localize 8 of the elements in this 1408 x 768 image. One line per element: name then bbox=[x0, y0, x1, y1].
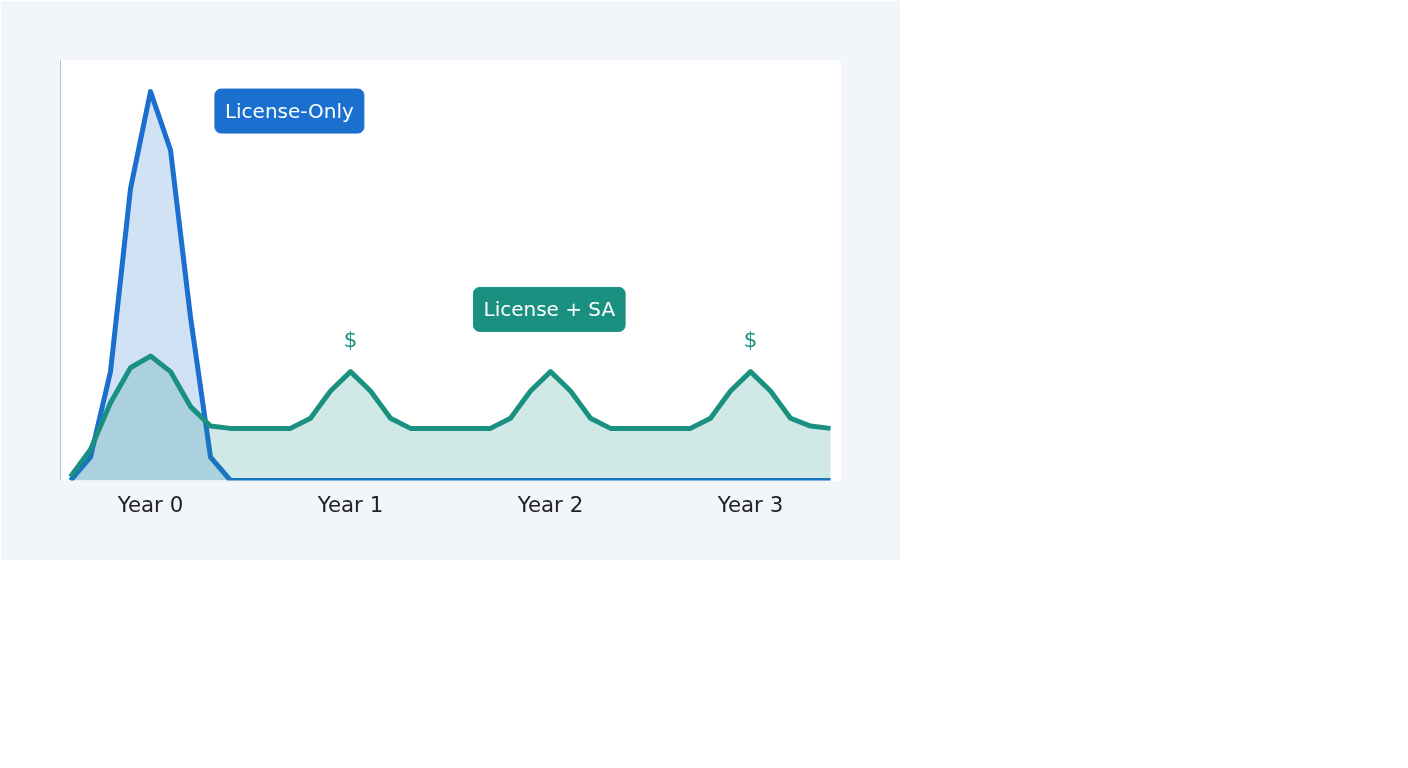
x-tick-label: Year 2 bbox=[516, 491, 584, 517]
text: License-Only bbox=[224, 99, 355, 124]
x-tick-label: Year 3 bbox=[716, 491, 784, 517]
text: License + SA bbox=[483, 297, 616, 322]
x-tick-label: Year 1 bbox=[316, 491, 384, 517]
x-tick-label: Year 0 bbox=[116, 491, 184, 517]
annotation: $ bbox=[743, 327, 758, 353]
annotation: $ bbox=[343, 327, 358, 353]
